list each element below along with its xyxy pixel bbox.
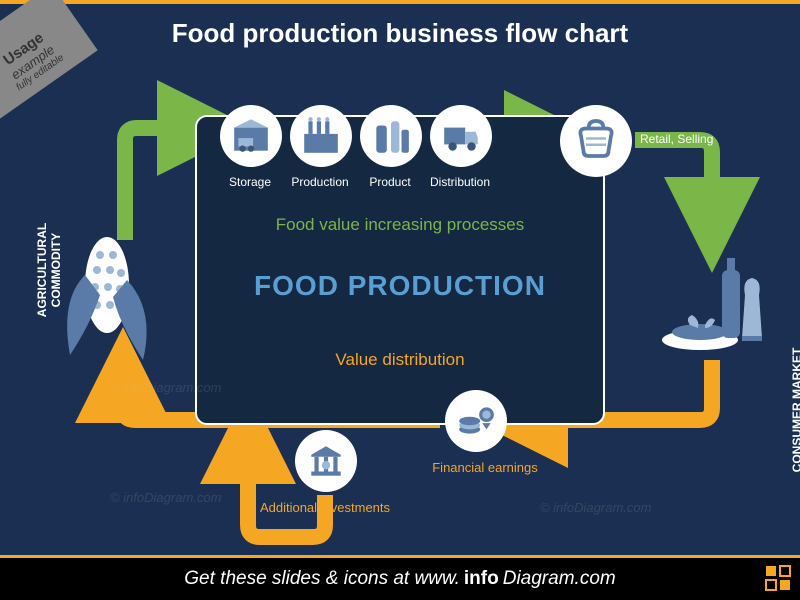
retail-label: Retail, Selling	[640, 132, 750, 146]
financial-label: Financial earnings	[420, 460, 550, 475]
consumer-icon	[660, 240, 770, 360]
top-accent-bar	[0, 0, 800, 4]
page-title: Food production business flow chart	[0, 18, 800, 49]
production-icon	[290, 105, 352, 167]
storage-icon	[220, 105, 282, 167]
watermark-3: © infoDiagram.com	[540, 500, 651, 515]
center-title: FOOD PRODUCTION	[195, 270, 605, 302]
production-label: Production	[280, 175, 360, 189]
product-label: Product	[350, 175, 430, 189]
distribution-icon	[430, 105, 492, 167]
retail-icon	[560, 105, 632, 177]
watermark-2: © infoDiagram.com	[110, 490, 221, 505]
product-icon	[360, 105, 422, 167]
investments-label: Additional investments	[245, 500, 405, 515]
footer-brand-bold: info	[464, 568, 499, 590]
footer-logo-icon	[764, 564, 792, 592]
subtitle-distribution: Value distribution	[195, 350, 605, 370]
distribution-label: Distribution	[420, 175, 500, 189]
investments-icon	[295, 430, 357, 492]
watermark-1: © infoDiagram.com	[110, 380, 221, 395]
financial-icon	[445, 390, 507, 452]
storage-label: Storage	[210, 175, 290, 189]
footer-brand-rest: Diagram	[503, 568, 575, 590]
footer-prefix: Get these slides & icons at	[184, 568, 409, 590]
footer-suffix: .com	[575, 568, 616, 590]
subtitle-processes: Food value increasing processes	[195, 215, 605, 235]
corn-icon	[55, 225, 155, 365]
footer: Get these slides & icons at www.infoDiag…	[0, 555, 800, 600]
right-vertical-label: CONSUMER MARKET	[790, 340, 800, 480]
